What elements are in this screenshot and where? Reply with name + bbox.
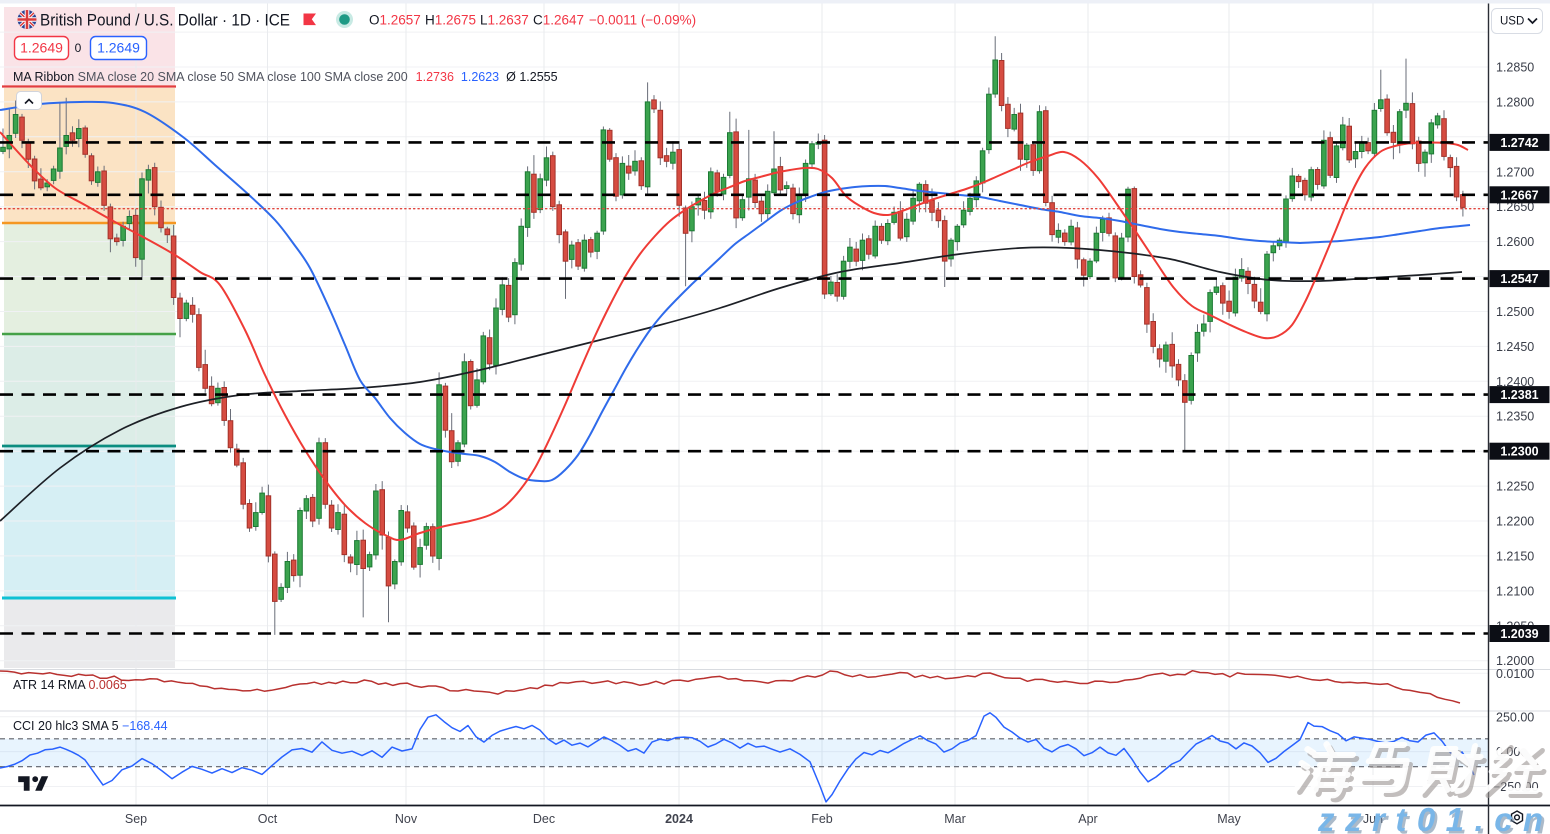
svg-text:1.2650: 1.2650 xyxy=(1496,200,1534,214)
svg-text:1.2200: 1.2200 xyxy=(1496,515,1534,529)
svg-text:L1.2637: L1.2637 xyxy=(480,13,529,28)
svg-text:1.2500: 1.2500 xyxy=(1496,305,1534,319)
svg-text:zzrt01.cn: zzrt01.cn xyxy=(1317,801,1550,834)
svg-text:Apr: Apr xyxy=(1078,812,1097,826)
svg-text:O1.2657: O1.2657 xyxy=(369,13,421,28)
svg-text:1.2600: 1.2600 xyxy=(1496,235,1534,249)
svg-text:Sep: Sep xyxy=(125,812,147,826)
svg-text:USD: USD xyxy=(1500,16,1524,28)
svg-text:1.2039: 1.2039 xyxy=(1500,627,1538,641)
svg-text:1.2250: 1.2250 xyxy=(1496,480,1534,494)
svg-text:1.2381: 1.2381 xyxy=(1500,388,1538,402)
svg-text:2024: 2024 xyxy=(665,812,693,826)
svg-text:British Pound / U.S. Dollar ·: British Pound / U.S. Dollar · 1D · ICE xyxy=(40,12,290,30)
svg-text:1.2350: 1.2350 xyxy=(1496,410,1534,424)
svg-text:May: May xyxy=(1217,812,1241,826)
svg-text:ATR 14 RMA 0.0065: ATR 14 RMA 0.0065 xyxy=(13,678,127,692)
svg-text:Dec: Dec xyxy=(533,812,555,826)
svg-text:1.2649: 1.2649 xyxy=(20,40,63,56)
svg-text:1.2547: 1.2547 xyxy=(1500,272,1538,286)
svg-text:CCI 20 hlc3 SMA 5 −168.44: CCI 20 hlc3 SMA 5 −168.44 xyxy=(13,719,168,733)
svg-text:1.2000: 1.2000 xyxy=(1496,654,1534,668)
svg-text:MA Ribbon SMA close 20 SMA clo: MA Ribbon SMA close 20 SMA close 50 SMA … xyxy=(13,70,558,84)
svg-text:0.0100: 0.0100 xyxy=(1496,667,1534,681)
svg-text:Nov: Nov xyxy=(395,812,418,826)
svg-text:Mar: Mar xyxy=(944,812,966,826)
svg-text:1.2667: 1.2667 xyxy=(1500,188,1538,202)
svg-text:1.2100: 1.2100 xyxy=(1496,584,1534,598)
svg-text:zzrt01.cn: zzrt01.cn xyxy=(1320,804,1550,834)
svg-text:C1.2647: C1.2647 xyxy=(533,13,584,28)
svg-text:Oct: Oct xyxy=(258,812,278,826)
svg-text:1.2450: 1.2450 xyxy=(1496,340,1534,354)
svg-text:1.2850: 1.2850 xyxy=(1496,61,1534,75)
svg-text:1.2300: 1.2300 xyxy=(1500,445,1538,459)
svg-text:−0.0011 (−0.09%): −0.0011 (−0.09%) xyxy=(589,13,696,28)
svg-text:1.2742: 1.2742 xyxy=(1500,136,1538,150)
svg-text:1.2700: 1.2700 xyxy=(1496,165,1534,179)
svg-text:1.2400: 1.2400 xyxy=(1496,375,1534,389)
svg-text:250.00: 250.00 xyxy=(1496,710,1534,724)
svg-text:H1.2675: H1.2675 xyxy=(425,13,476,28)
svg-text:1.2150: 1.2150 xyxy=(1496,549,1534,563)
svg-text:Feb: Feb xyxy=(811,812,833,826)
svg-text:0: 0 xyxy=(75,41,82,55)
svg-text:Jun: Jun xyxy=(1363,812,1383,826)
svg-text:1.2800: 1.2800 xyxy=(1496,95,1534,109)
svg-text:1.2649: 1.2649 xyxy=(97,40,140,56)
